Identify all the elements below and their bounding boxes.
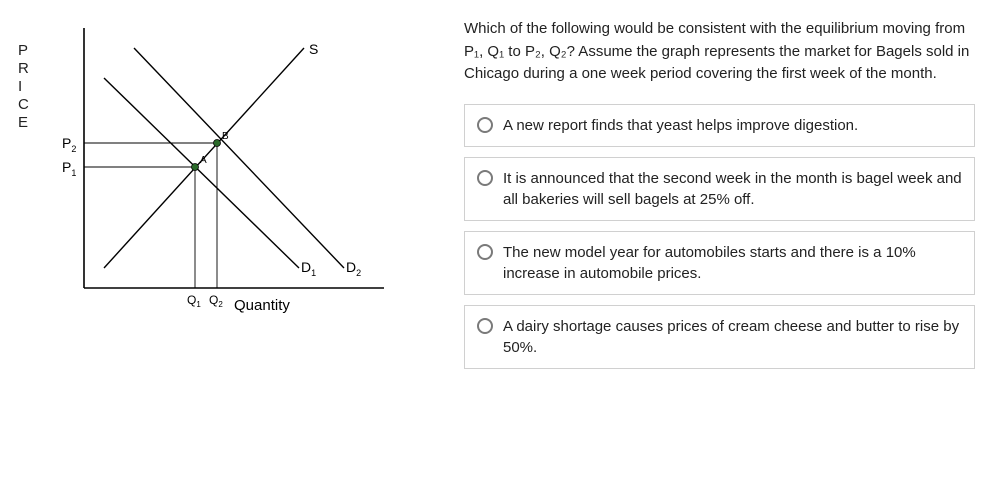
radio-icon <box>477 318 493 334</box>
supply-demand-chart: S D1 D2 A B P2 P1 Q1 Q2 Quantity <box>24 18 404 318</box>
option-text: A new report finds that yeast helps impr… <box>503 115 858 136</box>
svg-text:D2: D2 <box>346 259 361 278</box>
option-text: A dairy shortage causes prices of cream … <box>503 316 962 358</box>
radio-icon <box>477 244 493 260</box>
chart-panel: PRICE SD1D2ABP2P1Q1Q2Quantity <box>24 18 424 318</box>
question-text: Which of the following would be consiste… <box>464 18 975 86</box>
option-2[interactable]: It is announced that the second week in … <box>464 157 975 221</box>
svg-text:P1: P1 <box>62 159 76 178</box>
y-axis-label: PRICE <box>18 42 31 132</box>
option-3[interactable]: The new model year for automobiles start… <box>464 231 975 295</box>
radio-icon <box>477 170 493 186</box>
svg-text:Q2: Q2 <box>209 293 223 309</box>
option-text: It is announced that the second week in … <box>503 168 962 210</box>
svg-text:Q1: Q1 <box>187 293 201 309</box>
option-1[interactable]: A new report finds that yeast helps impr… <box>464 104 975 147</box>
svg-text:S: S <box>309 41 318 57</box>
svg-text:Quantity: Quantity <box>234 297 290 314</box>
options-list: A new report finds that yeast helps impr… <box>464 104 975 369</box>
svg-text:D1: D1 <box>301 259 316 278</box>
option-text: The new model year for automobiles start… <box>503 242 962 284</box>
svg-text:A: A <box>200 155 207 166</box>
svg-text:P2: P2 <box>62 135 76 154</box>
option-4[interactable]: A dairy shortage causes prices of cream … <box>464 305 975 369</box>
svg-text:B: B <box>222 131 229 142</box>
radio-icon <box>477 117 493 133</box>
